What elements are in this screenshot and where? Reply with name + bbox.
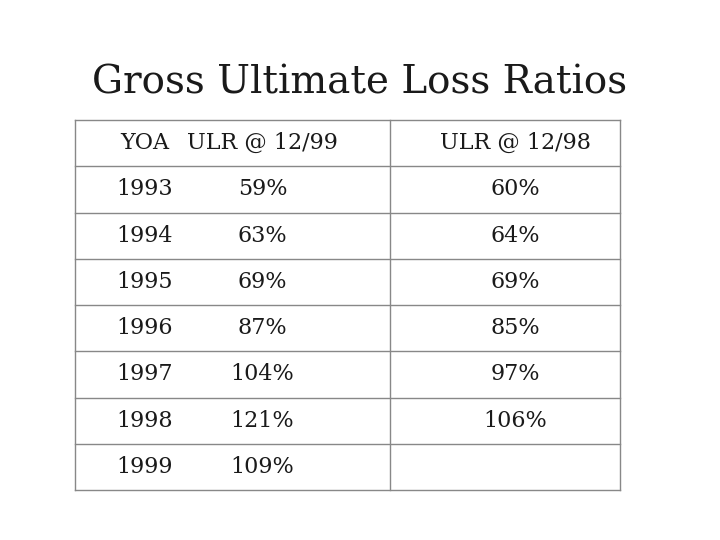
Text: 1994: 1994: [116, 225, 173, 247]
Text: 109%: 109%: [230, 456, 294, 478]
Text: 60%: 60%: [490, 178, 540, 200]
Text: 1996: 1996: [116, 317, 173, 339]
Text: 64%: 64%: [490, 225, 540, 247]
Text: 69%: 69%: [490, 271, 540, 293]
Text: ULR @ 12/99: ULR @ 12/99: [187, 132, 338, 154]
Text: 1993: 1993: [116, 178, 173, 200]
Text: ULR @ 12/98: ULR @ 12/98: [439, 132, 590, 154]
Text: 1998: 1998: [116, 410, 173, 431]
Text: 63%: 63%: [238, 225, 287, 247]
Text: 1997: 1997: [116, 363, 173, 386]
Text: 121%: 121%: [230, 410, 294, 431]
Text: 87%: 87%: [238, 317, 287, 339]
Text: 85%: 85%: [490, 317, 540, 339]
Text: 69%: 69%: [238, 271, 287, 293]
Text: 1995: 1995: [116, 271, 173, 293]
Text: YOA: YOA: [120, 132, 168, 154]
Text: Gross Ultimate Loss Ratios: Gross Ultimate Loss Ratios: [92, 65, 628, 102]
Text: 1999: 1999: [116, 456, 173, 478]
Text: 106%: 106%: [483, 410, 547, 431]
Text: 97%: 97%: [490, 363, 540, 386]
Text: 59%: 59%: [238, 178, 287, 200]
Text: 104%: 104%: [230, 363, 294, 386]
